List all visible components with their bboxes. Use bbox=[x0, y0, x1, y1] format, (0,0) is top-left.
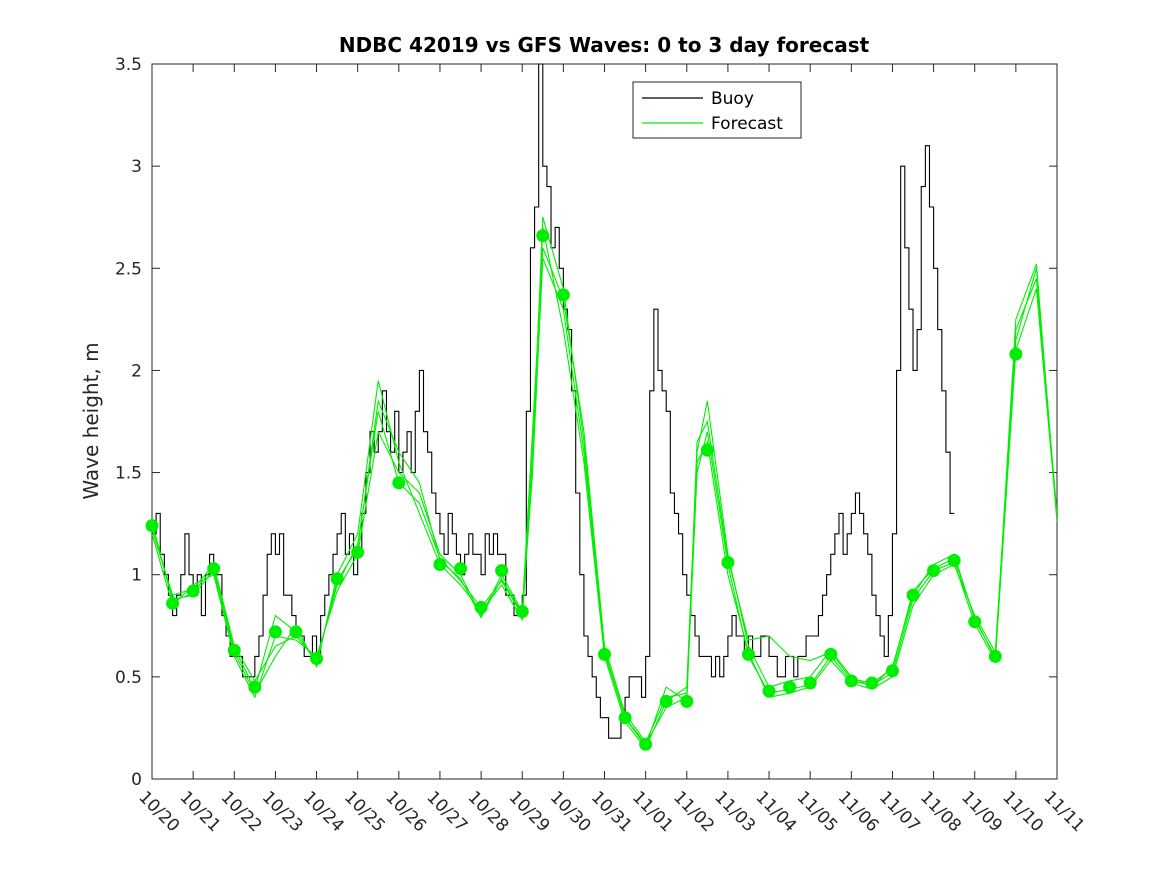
chart-title: NDBC 42019 vs GFS Waves: 0 to 3 day fore… bbox=[339, 33, 870, 57]
forecast-marker bbox=[968, 615, 982, 629]
forecast-marker bbox=[680, 694, 694, 708]
forecast-marker bbox=[741, 647, 755, 661]
legend-label: Forecast bbox=[711, 114, 783, 134]
plot-area: 00.511.522.533.510/2010/2110/2210/2310/2… bbox=[115, 55, 1088, 836]
forecast-series-line bbox=[152, 247, 1057, 744]
y-tick-label: 0.5 bbox=[115, 668, 142, 688]
forecast-marker bbox=[927, 564, 941, 578]
forecast-marker bbox=[1009, 347, 1023, 361]
legend-box bbox=[632, 81, 802, 139]
legend-label: Buoy bbox=[711, 89, 754, 109]
forecast-marker bbox=[392, 476, 406, 490]
buoy-series-line bbox=[152, 63, 955, 739]
axes-box bbox=[151, 63, 1058, 780]
forecast-marker bbox=[227, 643, 241, 657]
y-tick-label: 1.5 bbox=[115, 464, 142, 484]
forecast-marker bbox=[659, 694, 673, 708]
forecast-marker bbox=[474, 600, 488, 614]
forecast-marker bbox=[495, 564, 509, 578]
forecast-marker bbox=[906, 588, 920, 602]
y-tick-label: 2.5 bbox=[115, 259, 142, 279]
forecast-marker bbox=[330, 572, 344, 586]
forecast-marker bbox=[618, 711, 632, 725]
forecast-marker bbox=[803, 676, 817, 690]
y-tick-label: 0 bbox=[131, 770, 142, 790]
forecast-marker bbox=[639, 737, 653, 751]
forecast-marker bbox=[454, 562, 468, 576]
forecast-marker bbox=[186, 584, 200, 598]
forecast-marker bbox=[515, 604, 529, 618]
forecast-marker bbox=[289, 625, 303, 639]
forecast-marker bbox=[536, 229, 550, 243]
y-tick-label: 2 bbox=[131, 361, 142, 381]
forecast-marker bbox=[145, 519, 159, 533]
forecast-marker bbox=[762, 684, 776, 698]
forecast-marker bbox=[207, 562, 221, 576]
forecast-marker bbox=[433, 558, 447, 571]
forecast-marker bbox=[783, 680, 797, 694]
forecast-marker bbox=[988, 649, 1002, 663]
y-tick-label: 1 bbox=[131, 566, 142, 586]
forecast-marker bbox=[598, 647, 611, 661]
forecast-marker bbox=[310, 651, 324, 665]
forecast-marker bbox=[248, 680, 262, 694]
forecast-marker bbox=[700, 443, 714, 457]
legend: Buoy Forecast bbox=[632, 81, 802, 139]
y-tick-label: 3 bbox=[131, 157, 142, 177]
forecast-marker bbox=[844, 674, 858, 688]
forecast-marker bbox=[166, 596, 180, 610]
y-axis-label: Wave height, m bbox=[79, 342, 103, 499]
forecast-marker bbox=[824, 647, 838, 661]
forecast-marker bbox=[351, 545, 365, 559]
forecast-marker bbox=[865, 676, 879, 690]
y-tick-label: 3.5 bbox=[115, 55, 142, 75]
forecast-marker bbox=[721, 555, 735, 569]
forecast-marker bbox=[947, 553, 961, 567]
forecast-marker bbox=[885, 664, 899, 678]
forecast-marker bbox=[556, 288, 570, 302]
forecast-marker bbox=[268, 625, 282, 639]
